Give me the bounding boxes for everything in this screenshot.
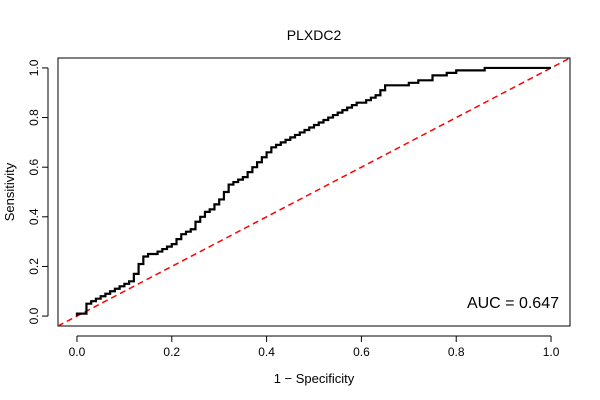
- x-axis-label: 1 − Specificity: [274, 371, 355, 386]
- series-layer: [58, 58, 570, 326]
- y-tick-label: 0.4: [27, 208, 41, 225]
- x-tick-label: 0.0: [69, 345, 86, 359]
- x-tick-label: 1.0: [543, 345, 560, 359]
- x-axis: 0.0 0.2 0.4 0.6 0.8 1.0: [69, 335, 560, 359]
- y-axis-label: Sensitivity: [2, 162, 17, 221]
- x-tick-label: 0.6: [353, 345, 370, 359]
- plot-frame: [57, 57, 571, 327]
- y-tick-label: 0.0: [27, 307, 41, 324]
- y-tick-label: 0.6: [27, 159, 41, 176]
- y-axis: 0.0 0.2 0.4 0.6 0.8 1.0: [27, 59, 49, 324]
- auc-annotation: AUC = 0.647: [467, 295, 559, 312]
- reference-diagonal-line: [58, 58, 570, 326]
- chart-title: PLXDC2: [287, 27, 342, 43]
- y-tick-label: 0.8: [27, 109, 41, 126]
- x-tick-label: 0.2: [163, 345, 180, 359]
- roc-curve-line: [75, 66, 552, 317]
- y-tick-label: 1.0: [27, 59, 41, 76]
- x-tick-label: 0.4: [258, 345, 275, 359]
- y-tick-label: 0.2: [27, 258, 41, 275]
- x-tick-label: 0.8: [448, 345, 465, 359]
